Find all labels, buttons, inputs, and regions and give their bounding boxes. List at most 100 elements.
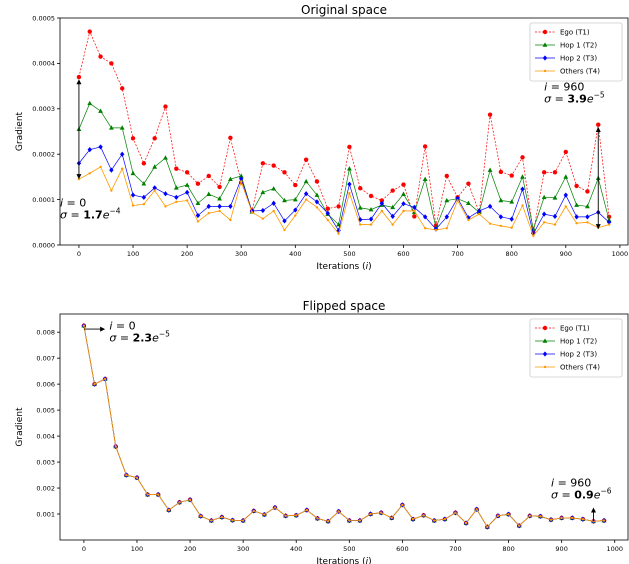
legend-box (529, 318, 623, 378)
y-tick-label: 0.0003 (32, 105, 55, 113)
point-hop2 (293, 207, 298, 213)
point-others (229, 218, 232, 222)
point-others (510, 226, 513, 229)
point-ego (552, 170, 558, 175)
point-others (488, 222, 492, 225)
point-ego (401, 182, 406, 187)
point-hop2 (98, 144, 103, 150)
annotation-line2: σ = 0.9e−6 (551, 487, 612, 502)
y-tick-label: 0.0005 (32, 14, 55, 22)
legend-label-ego: Ego (T1) (560, 29, 590, 37)
x-tick-label: 200 (181, 250, 193, 258)
point-others (348, 519, 351, 522)
point-others (391, 223, 394, 226)
point-others (486, 525, 489, 529)
point-ego (444, 173, 449, 179)
point-ego (563, 149, 568, 155)
point-others (602, 519, 606, 522)
annotation-arrow-head-bottom (76, 174, 82, 180)
point-others (607, 223, 611, 226)
point-others (553, 223, 557, 226)
annotation-arrow-head-top (76, 79, 82, 85)
point-others (185, 199, 189, 202)
point-hop1 (422, 176, 428, 181)
point-others (305, 508, 309, 512)
point-others (379, 511, 383, 514)
point-ego (314, 179, 320, 184)
point-hop1 (347, 166, 352, 171)
point-hop2 (141, 194, 147, 200)
point-ego (184, 170, 190, 175)
point-others (581, 518, 585, 521)
point-hop1 (292, 197, 298, 202)
point-hop1 (303, 178, 309, 184)
point-hop2 (217, 203, 222, 210)
point-others (564, 205, 567, 208)
legend-marker-hop1 (542, 42, 548, 47)
point-others (164, 205, 167, 208)
point-others (496, 514, 500, 518)
point-hop2 (444, 214, 449, 220)
point-others (369, 512, 372, 516)
series-line-ego (83, 325, 605, 528)
x-tick-label: 800 (505, 250, 517, 258)
point-others (196, 220, 200, 223)
x-tick-label: 200 (184, 545, 196, 553)
legend-marker-others (543, 365, 547, 369)
point-others (263, 513, 266, 516)
point-others (413, 209, 416, 213)
point-others (82, 324, 86, 327)
x-tick-label: 1000 (606, 545, 623, 553)
point-others (121, 167, 124, 170)
x-tick-label: 900 (560, 250, 572, 258)
point-hop1 (487, 167, 493, 172)
legend-label-hop2: Hop 2 (T3) (560, 351, 597, 359)
point-ego (303, 157, 309, 162)
point-others (250, 211, 254, 214)
annotation-line2: σ = 2.3e−5 (109, 330, 170, 345)
point-hop2 (422, 214, 428, 220)
point-hop2 (509, 216, 514, 222)
point-hop2 (325, 210, 330, 216)
y-tick-label: 0.003 (36, 458, 55, 466)
point-others (178, 501, 181, 504)
annotation-line1: i = 960 (551, 477, 591, 490)
point-ego (487, 112, 493, 117)
point-hop1 (466, 200, 471, 206)
series-line-others (78, 166, 610, 237)
point-ego (574, 183, 579, 189)
x-tick-label: 300 (237, 545, 249, 553)
plot-frame (59, 313, 629, 541)
point-others (575, 222, 578, 225)
point-hop1 (314, 192, 320, 197)
point-others (337, 510, 340, 513)
legend-label-others: Others (T4) (560, 68, 600, 76)
point-hop1 (368, 206, 374, 212)
point-others (586, 221, 589, 224)
point-ego (596, 122, 601, 127)
point-hop1 (206, 191, 212, 196)
point-ego (390, 188, 395, 193)
legend-label-others: Others (T4) (560, 364, 600, 372)
point-ego (174, 166, 179, 171)
point-others (560, 516, 563, 520)
point-others (422, 514, 425, 517)
point-others (542, 221, 546, 224)
point-ego (152, 136, 157, 141)
chart-title: Original space (301, 3, 387, 17)
point-others (188, 498, 192, 501)
point-others (571, 516, 574, 520)
point-hop2 (379, 200, 385, 206)
y-axis-label: Gradient (15, 111, 25, 151)
point-others (411, 518, 415, 521)
point-ego (120, 86, 125, 91)
point-others (241, 519, 245, 522)
plot-frame (59, 17, 629, 246)
point-ego (109, 61, 114, 66)
original-space-chart: Original space 0 100 200 300 400 500 600 700 800 9… (15, 3, 629, 272)
point-hop1 (282, 197, 287, 203)
point-hop1 (119, 125, 125, 130)
point-others (294, 214, 297, 217)
